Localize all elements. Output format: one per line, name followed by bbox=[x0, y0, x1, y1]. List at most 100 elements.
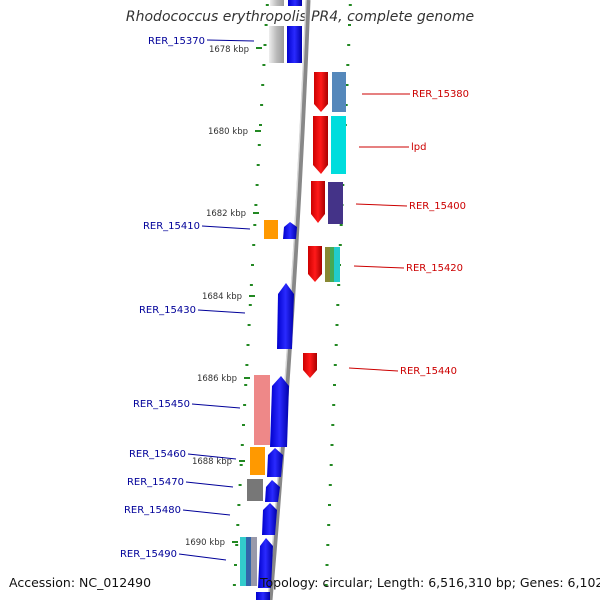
label-rer-15440[interactable]: RER_15440 bbox=[400, 366, 457, 377]
leader-rer-15420 bbox=[353, 265, 405, 269]
right-track-dot bbox=[333, 364, 337, 366]
gene-rer-15480 bbox=[262, 503, 277, 535]
gene-rer-15400-purple bbox=[328, 182, 343, 224]
label-rer-15450[interactable]: RER_15450 bbox=[133, 399, 190, 410]
left-track-dot bbox=[263, 44, 267, 46]
gene-rer-15370-partial bbox=[288, 0, 302, 6]
gene-rer-15410 bbox=[283, 222, 297, 239]
left-track-dot bbox=[255, 184, 259, 186]
gene-rer-15380-steelblue bbox=[332, 72, 346, 112]
left-track-dot bbox=[265, 4, 269, 6]
right-track-dot bbox=[345, 84, 349, 86]
leader-rer-15450 bbox=[191, 403, 241, 409]
right-track-dot bbox=[327, 524, 331, 526]
left-track-dot bbox=[246, 344, 250, 346]
gene-rer-15470-grey bbox=[247, 479, 263, 501]
left-track-dot bbox=[262, 64, 266, 66]
leader-rer-15440 bbox=[348, 367, 399, 372]
gene-rer-15420-olive bbox=[325, 247, 330, 282]
topology-text: Topology: circular; Length: 6,516,310 bp… bbox=[260, 575, 600, 590]
gene-rer-15470 bbox=[265, 480, 280, 502]
gene-rer-15460-orange bbox=[250, 447, 265, 475]
gene-rer-15370 bbox=[287, 26, 302, 63]
label-rer-15370[interactable]: RER_15370 bbox=[148, 36, 205, 47]
right-track-dot bbox=[337, 284, 341, 286]
label-rer-15460[interactable]: RER_15460 bbox=[129, 449, 186, 460]
gene-rer-15490-cyan bbox=[240, 537, 246, 586]
leader-rer-15490 bbox=[178, 553, 227, 561]
left-track-dot bbox=[232, 584, 236, 586]
gene-rer-15460 bbox=[267, 448, 283, 477]
left-track-dot bbox=[245, 364, 249, 366]
left-track-dot bbox=[251, 264, 254, 266]
left-track-dot bbox=[243, 404, 247, 406]
gene-rer-15430 bbox=[277, 283, 294, 349]
right-track-dot bbox=[329, 464, 333, 466]
left-track-dot bbox=[257, 144, 261, 146]
right-track-dot bbox=[328, 484, 332, 486]
left-track-dots bbox=[232, 4, 269, 586]
leader-rer-15480 bbox=[182, 509, 231, 516]
right-track-dot bbox=[325, 564, 329, 566]
left-track-dot bbox=[236, 524, 240, 526]
tick-label-1686: 1686 kbp bbox=[197, 374, 237, 384]
label-rer-15380[interactable]: RER_15380 bbox=[412, 89, 469, 100]
tick-label-1684: 1684 kbp bbox=[202, 292, 242, 302]
left-track-dot bbox=[249, 284, 253, 286]
gene-rer-15420-cyan bbox=[334, 247, 340, 282]
right-track-dot bbox=[328, 504, 331, 506]
accession-text: Accession: NC_012490 bbox=[9, 575, 152, 590]
gene-rer-15410-orange bbox=[264, 220, 278, 239]
gene-grey-block bbox=[269, 26, 284, 63]
left-track-dot bbox=[248, 304, 252, 306]
gene-rer-15420 bbox=[308, 246, 322, 282]
label-rer-15430[interactable]: RER_15430 bbox=[139, 305, 196, 316]
forward-strand-genes bbox=[303, 72, 346, 378]
label-rer-15490[interactable]: RER_15490 bbox=[120, 549, 177, 560]
left-track-dot bbox=[244, 384, 248, 386]
reverse-gene-labels: RER_15370 RER_15410 RER_15430 RER_15450 … bbox=[120, 36, 255, 561]
right-track-dot bbox=[338, 244, 342, 246]
left-track-dot bbox=[235, 544, 239, 546]
label-lpd[interactable]: lpd bbox=[411, 142, 426, 153]
left-track-dot bbox=[247, 324, 251, 326]
right-track-dot bbox=[331, 424, 335, 426]
left-track-dot bbox=[252, 244, 256, 246]
right-track-dot bbox=[330, 444, 334, 446]
left-track-dot bbox=[261, 84, 265, 86]
label-rer-15410[interactable]: RER_15410 bbox=[143, 221, 200, 232]
left-track-dot bbox=[239, 464, 243, 466]
gene-rer-15440 bbox=[303, 353, 317, 378]
right-track-dot bbox=[348, 24, 351, 26]
left-track-dot bbox=[240, 444, 244, 446]
right-track-dot bbox=[344, 104, 348, 106]
scale-ticks: 1678 kbp 1680 kbp 1682 kbp 1684 kbp 1686… bbox=[185, 45, 262, 548]
gene-rer-15380 bbox=[314, 72, 328, 112]
label-rer-15470[interactable]: RER_15470 bbox=[127, 477, 184, 488]
label-rer-15420[interactable]: RER_15420 bbox=[406, 263, 463, 274]
right-track-dot bbox=[324, 584, 328, 586]
forward-gene-labels: RER_15380 lpd RER_15400 RER_15420 RER_15… bbox=[348, 89, 469, 377]
gene-rer-15490 bbox=[258, 538, 273, 588]
gene-lpd-cyan bbox=[331, 116, 346, 174]
gene-grey-top bbox=[270, 0, 284, 6]
right-track-dot bbox=[336, 304, 340, 306]
gene-rer-15490-blue bbox=[246, 537, 251, 586]
gene-bottom-partial bbox=[256, 592, 270, 600]
label-rer-15400[interactable]: RER_15400 bbox=[409, 201, 466, 212]
left-track-dot bbox=[264, 24, 268, 26]
right-track-dot bbox=[326, 544, 330, 546]
left-track-dot bbox=[253, 224, 257, 226]
gene-rer-15450-pink bbox=[254, 375, 270, 445]
right-track-dot bbox=[333, 384, 336, 386]
left-track-dot bbox=[238, 484, 242, 486]
right-track-dot bbox=[339, 224, 343, 226]
left-track-dot bbox=[237, 504, 241, 506]
label-rer-15480[interactable]: RER_15480 bbox=[124, 505, 181, 516]
right-track-dot bbox=[346, 64, 350, 66]
left-track-dot bbox=[254, 204, 258, 206]
gene-rer-15490-grey bbox=[251, 537, 257, 586]
leader-rer-15470 bbox=[185, 481, 234, 488]
reverse-strand-genes bbox=[240, 0, 302, 600]
